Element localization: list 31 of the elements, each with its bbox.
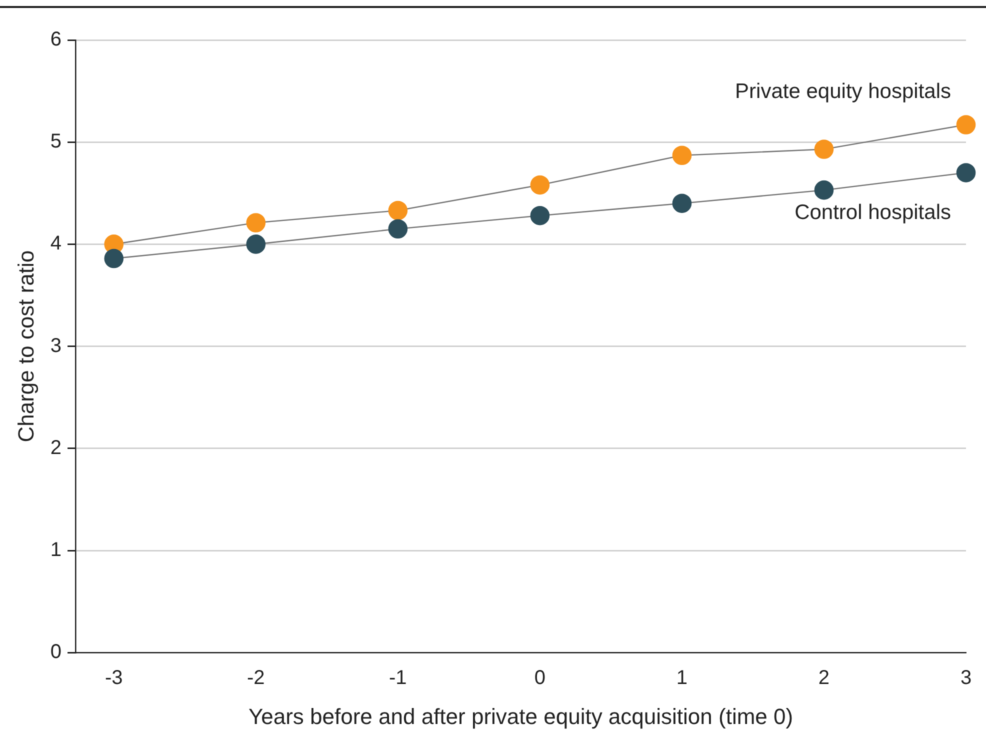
point	[814, 140, 834, 159]
x-axis-title: Years before and after private equity acquisition (time 0)	[248, 704, 794, 729]
x-tick-label: 3	[960, 667, 972, 690]
x-tick-label: -1	[389, 667, 407, 690]
point	[246, 234, 266, 254]
point	[956, 163, 976, 182]
point	[530, 206, 550, 226]
y-tick-label: 3	[50, 334, 62, 357]
series-label: Private equity hospitals	[735, 80, 951, 104]
x-tick-label: 2	[818, 667, 830, 690]
y-tick-label: 5	[50, 130, 62, 153]
point	[672, 146, 692, 166]
point	[246, 213, 266, 232]
y-tick-label: 0	[50, 641, 62, 664]
y-tick-label: 6	[50, 28, 62, 51]
y-tick-label: 1	[50, 539, 62, 562]
y-tick-label: 4	[50, 232, 62, 255]
y-axis-title: Charge to cost ratio	[13, 250, 38, 442]
point	[530, 175, 550, 195]
x-tick-label: -3	[104, 667, 123, 690]
point	[388, 219, 408, 239]
x-tick-label: 1	[676, 667, 688, 690]
point	[104, 248, 124, 268]
y-tick-label: 2	[50, 436, 62, 459]
point	[956, 115, 976, 134]
x-tick-label: 0	[534, 667, 546, 690]
series-label: Control hospitals	[794, 201, 951, 224]
point	[814, 180, 834, 200]
x-tick-label: -2	[246, 667, 265, 690]
point	[672, 194, 692, 214]
point	[388, 200, 408, 220]
